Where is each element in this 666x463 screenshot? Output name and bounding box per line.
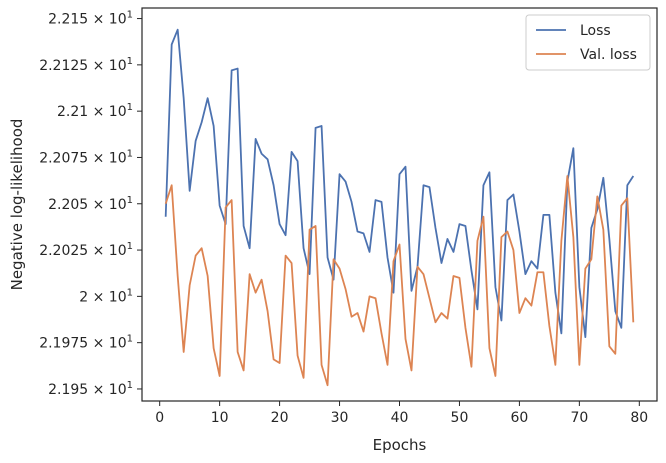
plot-frame: [141, 7, 658, 402]
x-tick-label: 10: [211, 410, 229, 426]
y-tick-label: 2.215 × 101: [48, 10, 133, 28]
x-axis-ticks: 0 10 20 30 40 50 60 70 80: [155, 401, 648, 426]
y-tick-label: 2.21 × 101: [57, 102, 133, 120]
y-tick-label: 2 × 101: [79, 287, 133, 305]
series-lines: [164, 28, 635, 387]
x-tick-label: 30: [331, 410, 349, 426]
x-tick-label: 0: [155, 410, 164, 426]
series-line-val-loss: [164, 175, 635, 387]
y-tick-label: 2.2125 × 101: [39, 56, 133, 74]
x-tick-label: 60: [510, 410, 528, 426]
legend-label-loss: Loss: [580, 23, 611, 39]
y-tick-label: 2.195 × 101: [48, 380, 133, 398]
series-line-loss: [164, 28, 635, 339]
legend: Loss Val. loss: [525, 14, 651, 71]
y-tick-label: 2.2025 × 101: [39, 241, 133, 259]
x-tick-label: 50: [451, 410, 469, 426]
x-tick-label: 40: [391, 410, 409, 426]
x-tick-label: 20: [271, 410, 289, 426]
y-tick-label: 2.2075 × 101: [39, 148, 133, 166]
y-tick-label: 2.205 × 101: [48, 195, 133, 213]
y-axis-ticks: 2.195 × 101 2.1975 × 101 2 × 101 2.2025 × 1…: [39, 10, 142, 398]
x-tick-label: 80: [630, 410, 648, 426]
y-axis-label: Negative log-likelihood: [8, 119, 26, 291]
legend-box: [525, 14, 651, 71]
legend-label-val-loss: Val. loss: [580, 47, 637, 63]
x-axis-label: Epochs: [373, 436, 427, 454]
y-tick-label: 2.1975 × 101: [39, 334, 133, 352]
x-tick-label: 70: [570, 410, 588, 426]
